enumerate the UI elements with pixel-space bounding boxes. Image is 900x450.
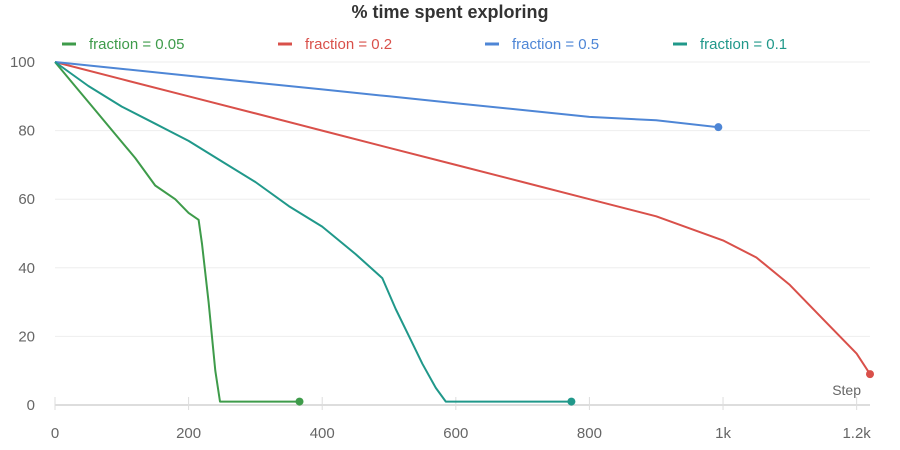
x-tick-label: 200	[176, 425, 201, 442]
legend-label: fraction = 0.1	[700, 36, 787, 53]
legend-label: fraction = 0.5	[512, 36, 599, 53]
series-endpoint-fraction-0-5	[714, 123, 722, 131]
legend: fraction = 0.05 fraction = 0.2 fraction = …	[62, 36, 787, 53]
x-tick-label: 600	[443, 425, 468, 442]
y-tick-label: 80	[18, 123, 35, 140]
x-tick-label: 1.2k	[842, 425, 871, 442]
x-axis-label: Step	[832, 382, 861, 398]
y-tick-label: 40	[18, 260, 35, 277]
series-endpoint-fraction-0-1	[567, 398, 575, 406]
x-tick-label: 0	[51, 425, 59, 442]
legend-label: fraction = 0.05	[89, 36, 184, 53]
y-tick-label: 60	[18, 191, 35, 208]
y-tick-label: 100	[10, 54, 35, 71]
legend-label: fraction = 0.2	[305, 36, 392, 53]
x-tick-label: 1k	[715, 425, 731, 442]
x-axis: 0 200 400 600 800 1k 1.2k	[51, 397, 871, 442]
y-tick-label: 0	[27, 397, 35, 414]
series-line-fraction-0-5	[55, 62, 718, 127]
series-group	[55, 62, 874, 406]
x-tick-label: 400	[310, 425, 335, 442]
series-line-fraction-0-1	[55, 62, 571, 402]
series-endpoint-fraction-0-05	[296, 398, 304, 406]
series-endpoint-fraction-0-2	[866, 370, 874, 378]
grid	[55, 62, 870, 405]
series-line-fraction-0-05	[55, 62, 300, 402]
series-line-fraction-0-2	[55, 62, 870, 374]
y-tick-label: 20	[18, 328, 35, 345]
chart-title: % time spent exploring	[351, 2, 548, 22]
y-axis: 0 20 40 60 80 100	[10, 54, 35, 414]
x-tick-label: 800	[577, 425, 602, 442]
